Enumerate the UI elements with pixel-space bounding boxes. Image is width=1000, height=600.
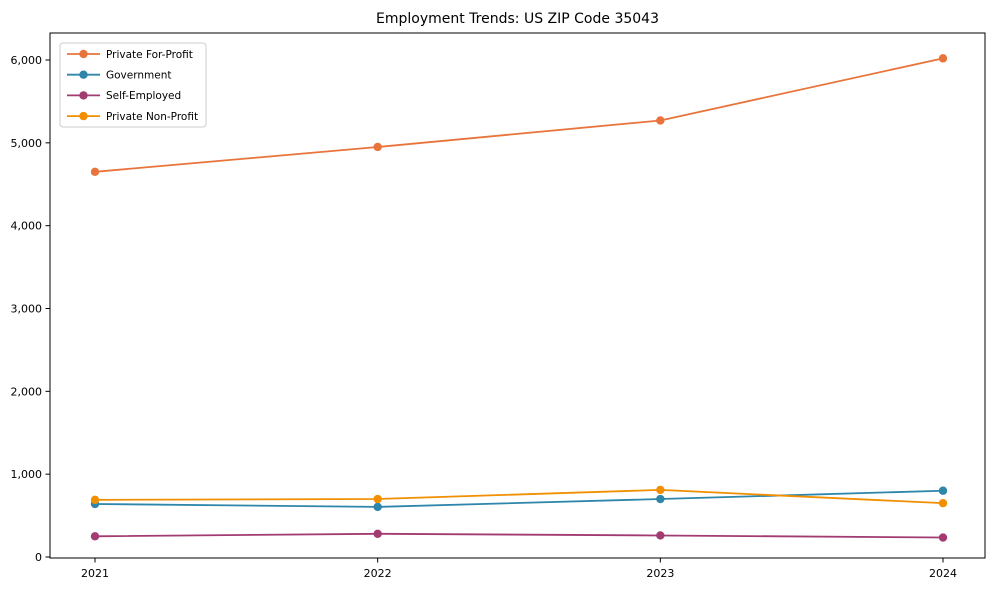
data-point-government-2024 <box>938 486 948 495</box>
plot-frame <box>49 32 986 559</box>
data-point-private-for-profit-2023 <box>656 116 665 125</box>
data-point-government-2023 <box>656 494 665 504</box>
data-point-private-non-profit-2021 <box>90 495 100 505</box>
data-point-private-non-profit-2023 <box>656 485 665 495</box>
data-point-private-non-profit-2022 <box>373 494 382 504</box>
data-point-private-for-profit-2024 <box>938 54 948 63</box>
data-point-self-employed-2024 <box>938 533 948 542</box>
legend-marker-dot <box>79 49 88 59</box>
y-axis-tick-label: 4,000 <box>11 220 43 233</box>
data-point-self-employed-2022 <box>373 529 382 539</box>
x-axis-tick-label: 2022 <box>364 567 392 580</box>
legend-label-private-non-profit: Private Non-Profit <box>106 111 198 123</box>
y-axis-tick-label: 2,000 <box>11 385 43 398</box>
data-point-self-employed-2023 <box>656 531 665 540</box>
series-line-private-for-profit <box>94 57 944 173</box>
legend-label-private-for-profit: Private For-Profit <box>106 49 193 61</box>
x-axis-tick-label: 2023 <box>646 567 674 580</box>
y-axis-tick-label: 5,000 <box>11 137 43 150</box>
legend-label-self-employed: Self-Employed <box>106 90 181 102</box>
legend: Private For-Profit Government Self-Employe… <box>59 42 207 128</box>
y-axis-tick-label: 6,000 <box>11 54 43 67</box>
data-point-private-for-profit-2021 <box>90 167 100 177</box>
y-axis-tick-label: 1,000 <box>11 468 43 481</box>
legend-marker-dot <box>79 91 88 100</box>
legend-label-government: Government <box>106 70 171 82</box>
data-point-government-2022 <box>373 502 382 512</box>
x-axis-tick-label: 2024 <box>929 567 957 580</box>
data-point-private-non-profit-2024 <box>938 498 948 508</box>
y-axis-tick-label: 0 <box>35 551 42 564</box>
legend-marker-dot <box>79 70 88 79</box>
legend-box <box>59 42 207 128</box>
series-line-self-employed <box>94 532 944 539</box>
data-point-private-for-profit-2022 <box>373 142 382 152</box>
data-point-self-employed-2021 <box>90 532 100 541</box>
series-line-private-non-profit <box>94 489 944 505</box>
chart-title: Employment Trends: US ZIP Code 35043 <box>376 11 659 27</box>
y-axis-tick-label: 3,000 <box>11 303 43 316</box>
x-axis-tick-label: 2021 <box>81 567 109 580</box>
legend-marker-dot <box>79 111 88 121</box>
series-line-government <box>94 489 944 508</box>
